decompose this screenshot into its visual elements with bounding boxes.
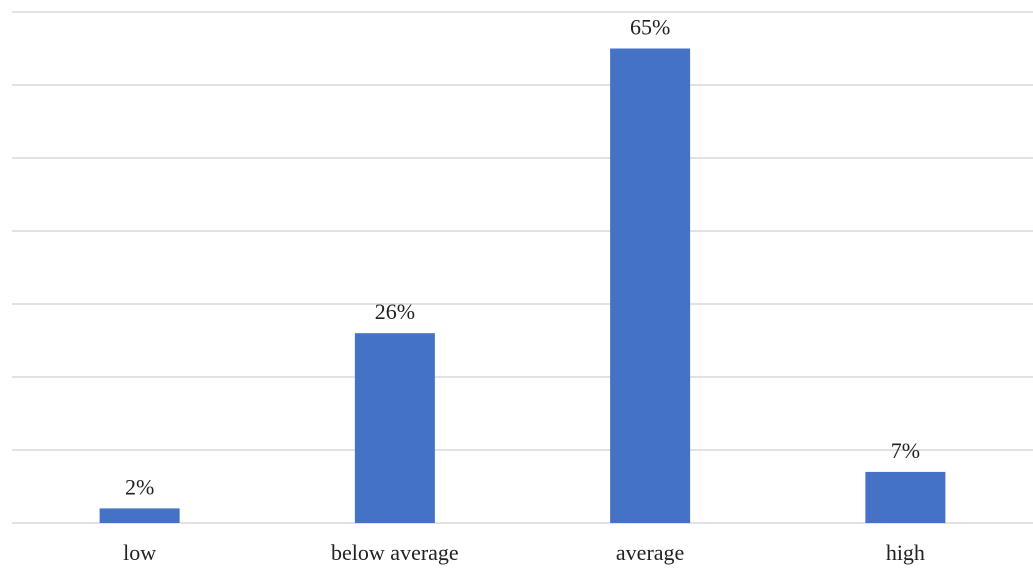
category-tick-label: average (616, 540, 684, 565)
bars (99, 48, 946, 523)
gridlines (12, 11, 1033, 524)
category-tick-label: below average (331, 540, 459, 565)
bar (99, 508, 180, 523)
data-label: 7% (891, 438, 920, 463)
bar (354, 333, 435, 523)
category-axis: low below average average high (123, 540, 925, 565)
bar (865, 471, 946, 523)
category-tick-label: high (886, 540, 925, 565)
data-label: 26% (375, 299, 415, 324)
category-tick-label: low (123, 540, 156, 565)
data-labels: 2% 26% 65% 7% (125, 15, 920, 500)
bar (610, 48, 691, 523)
data-label: 2% (125, 474, 154, 499)
data-label: 65% (630, 15, 670, 40)
